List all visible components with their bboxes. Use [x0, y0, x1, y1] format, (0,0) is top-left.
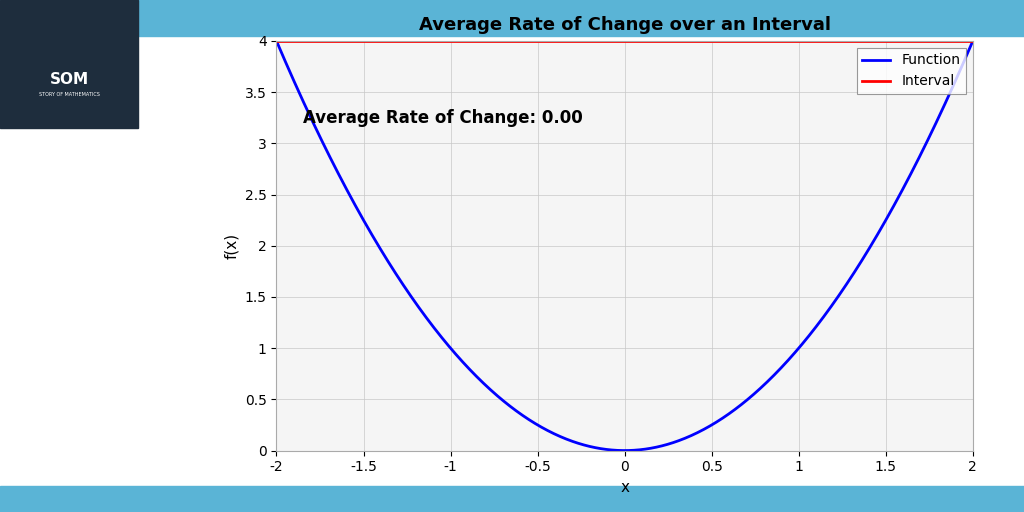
Function [618, 447, 631, 454]
Y-axis label: f(x): f(x) [224, 232, 240, 259]
Function [826, 301, 839, 307]
Title: Average Rate of Change over an Interval: Average Rate of Change over an Interval [419, 16, 830, 34]
Function [577, 442, 589, 448]
X-axis label: x: x [621, 480, 629, 495]
Text: Average Rate of Change: 0.00: Average Rate of Change: 0.00 [303, 109, 583, 127]
Text: STORY OF MATHEMATICS: STORY OF MATHEMATICS [39, 92, 100, 97]
Function [270, 38, 283, 44]
Function [967, 38, 979, 44]
Function [341, 188, 353, 194]
Legend: Function, Interval: Function, Interval [857, 48, 966, 94]
Function [814, 318, 826, 325]
Function [552, 433, 564, 439]
Text: SOM: SOM [50, 72, 89, 87]
Function [750, 390, 762, 396]
Line: Function: Function [276, 41, 973, 451]
